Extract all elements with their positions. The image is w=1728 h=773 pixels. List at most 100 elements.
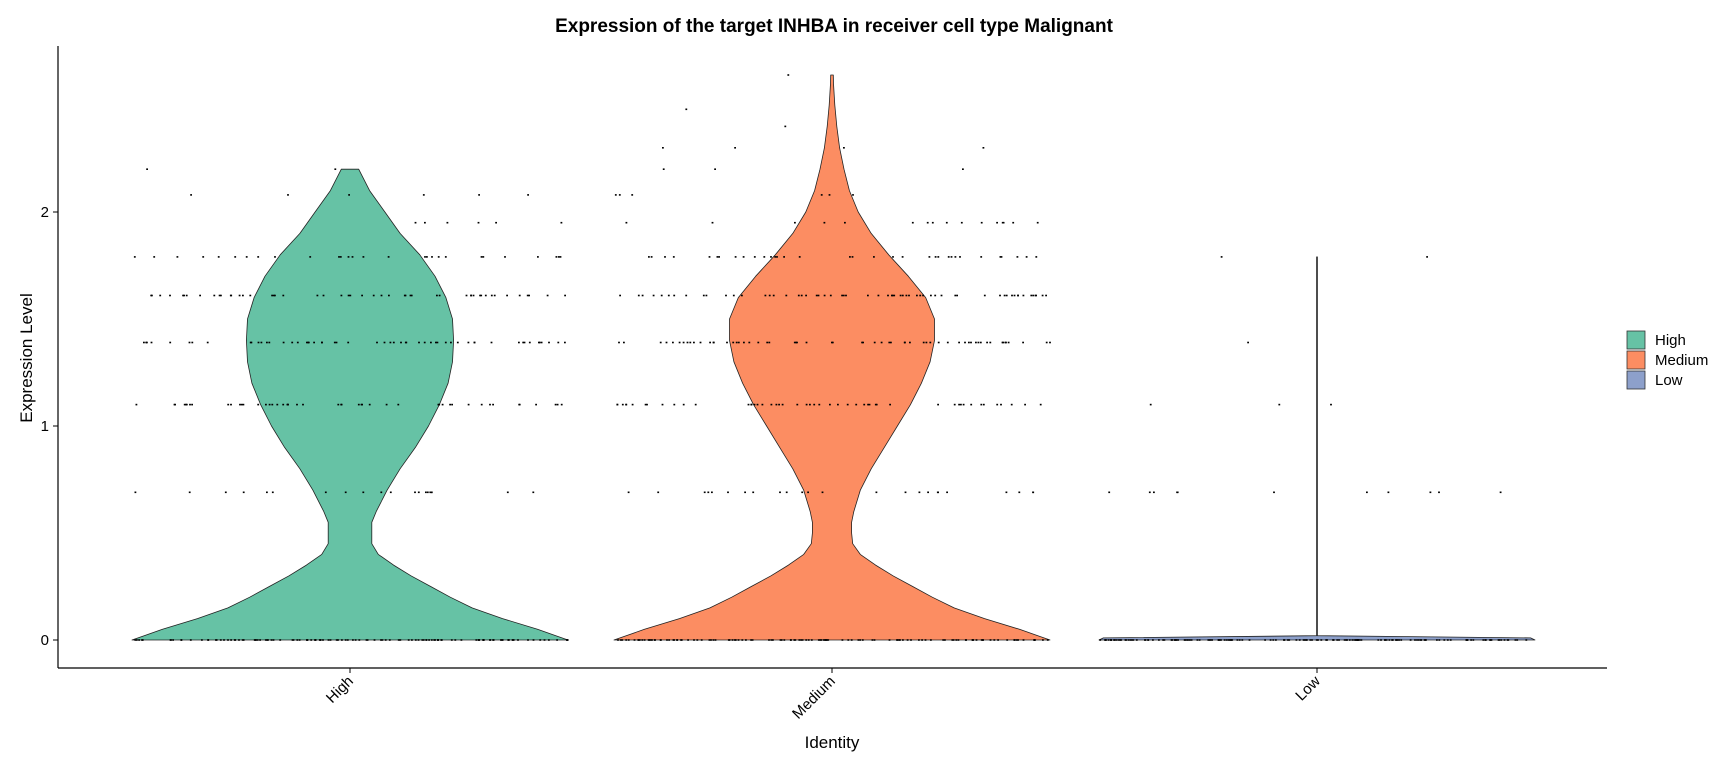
- data-point-medium: [659, 341, 662, 344]
- data-point-high: [559, 256, 562, 258]
- data-point-high: [141, 639, 143, 641]
- data-point-medium: [916, 294, 918, 297]
- data-point-medium: [861, 341, 863, 344]
- data-point-low: [1177, 639, 1179, 641]
- data-point-medium: [855, 403, 858, 406]
- data-point-medium: [766, 341, 769, 344]
- data-point-medium: [937, 256, 940, 258]
- legend-key-high: [1626, 330, 1646, 350]
- data-point-medium: [662, 147, 664, 149]
- data-point-low: [1135, 639, 1138, 641]
- data-point-medium: [686, 341, 689, 344]
- data-point-low: [1325, 639, 1327, 641]
- data-point-high: [230, 294, 233, 297]
- data-point-medium: [631, 403, 634, 406]
- data-point-low: [1503, 639, 1506, 641]
- data-point-high: [436, 341, 439, 344]
- data-point-low: [1426, 256, 1428, 258]
- data-point-medium: [989, 341, 992, 344]
- data-point-high: [322, 294, 325, 297]
- data-point-medium: [734, 256, 737, 258]
- data-point-medium: [678, 341, 681, 344]
- data-point-medium: [646, 403, 648, 406]
- data-point-low: [1149, 403, 1152, 406]
- data-point-high: [506, 294, 508, 297]
- data-point-medium: [959, 256, 961, 258]
- data-point-low: [1449, 639, 1452, 641]
- data-point-medium: [708, 256, 711, 258]
- data-point-high: [473, 341, 476, 344]
- data-point-low: [1217, 639, 1220, 641]
- x-tick-label-medium: Medium: [789, 673, 839, 723]
- data-point-medium: [807, 491, 809, 494]
- data-point-medium: [618, 341, 620, 344]
- data-point-medium: [1017, 639, 1019, 641]
- data-point-high: [188, 341, 191, 344]
- data-point-high: [480, 403, 483, 406]
- data-point-high: [528, 341, 531, 344]
- data-point-medium: [641, 294, 644, 297]
- data-point-low: [1470, 639, 1472, 641]
- data-point-medium: [983, 294, 986, 297]
- data-point-high: [274, 256, 276, 258]
- data-point-medium: [682, 341, 685, 344]
- data-point-medium: [631, 194, 634, 196]
- data-point-medium: [982, 147, 985, 149]
- data-point-high: [257, 341, 260, 344]
- data-point-high: [431, 256, 433, 258]
- data-point-medium: [908, 294, 910, 297]
- data-point-medium: [785, 491, 788, 494]
- data-point-medium: [750, 639, 752, 641]
- data-point-high: [543, 639, 546, 641]
- data-point-low: [1330, 403, 1332, 406]
- data-point-high: [346, 639, 349, 641]
- data-point-high: [490, 341, 493, 344]
- data-point-low: [1278, 403, 1281, 406]
- data-point-medium: [928, 256, 931, 258]
- legend-label-low: Low: [1655, 372, 1683, 389]
- data-point-high: [527, 194, 529, 196]
- data-point-medium: [841, 639, 844, 641]
- data-point-high: [504, 256, 506, 258]
- data-point-medium: [1006, 639, 1009, 641]
- data-point-low: [1225, 639, 1228, 641]
- data-point-medium: [921, 639, 923, 641]
- data-point-medium: [797, 294, 800, 297]
- data-point-high: [450, 639, 453, 641]
- data-point-low: [1387, 491, 1390, 494]
- data-point-medium: [862, 341, 864, 344]
- data-point-medium: [919, 294, 922, 297]
- violin-layer: [131, 74, 1536, 641]
- data-point-low: [1218, 639, 1221, 641]
- data-point-medium: [947, 256, 950, 258]
- data-point-medium: [999, 294, 1001, 297]
- data-point-high: [219, 639, 222, 641]
- data-point-medium: [846, 403, 849, 406]
- data-point-medium: [906, 639, 909, 641]
- data-point-high: [411, 639, 413, 641]
- data-point-high: [134, 491, 137, 494]
- data-point-medium: [815, 294, 818, 297]
- data-point-high: [430, 639, 433, 641]
- data-point-medium: [705, 294, 708, 297]
- data-point-high: [414, 221, 417, 224]
- data-point-high: [423, 341, 426, 344]
- data-point-medium: [1049, 341, 1051, 344]
- data-point-medium: [801, 491, 804, 494]
- data-point-high: [199, 294, 201, 297]
- data-point-low: [1247, 341, 1249, 344]
- data-point-medium: [741, 294, 743, 297]
- data-point-low: [1400, 639, 1403, 641]
- data-point-medium: [929, 341, 932, 344]
- data-point-medium: [867, 403, 869, 406]
- data-point-low: [1302, 639, 1305, 641]
- data-point-medium: [627, 491, 630, 494]
- data-point-high: [146, 341, 148, 344]
- data-point-medium: [1034, 294, 1037, 297]
- data-point-low: [1295, 639, 1298, 641]
- data-point-low: [1119, 639, 1121, 641]
- data-point-low: [1303, 639, 1306, 641]
- data-point-high: [183, 403, 186, 406]
- data-point-medium: [986, 341, 988, 344]
- data-point-high: [347, 256, 350, 258]
